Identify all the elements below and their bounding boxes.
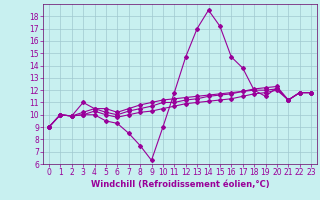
X-axis label: Windchill (Refroidissement éolien,°C): Windchill (Refroidissement éolien,°C) xyxy=(91,180,269,189)
